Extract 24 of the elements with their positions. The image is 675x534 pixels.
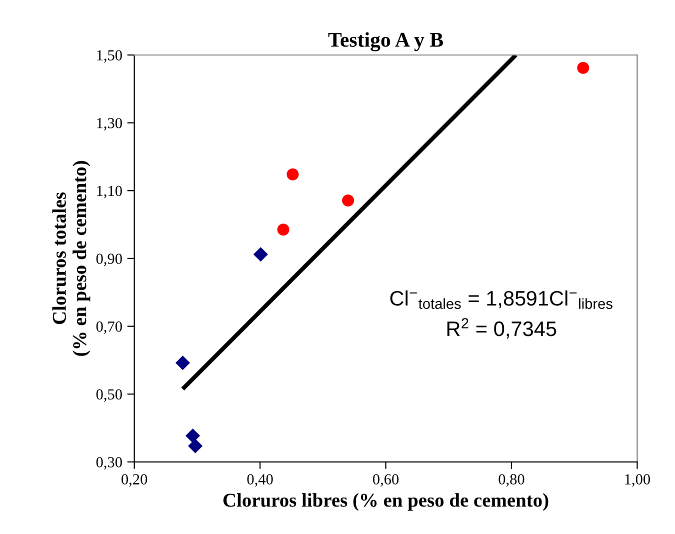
y-tick-label: 1,10 [97, 186, 122, 198]
y-tick-label: 0,70 [96, 321, 122, 334]
y-tick-label: 1,30 [97, 118, 122, 130]
chart-title: Testigo A y B [328, 32, 443, 52]
text: Cl$^{−}$$_{totales}$ = 1,8591Cl$^{−}$$_{libres}$ R$^{2}$ = 0,7345 [390, 290, 612, 339]
x-tick-label: 0,20 [122, 474, 148, 487]
point [577, 62, 590, 74]
point [175, 356, 190, 370]
point [253, 247, 268, 262]
y-tick-label: 0,30 [96, 457, 122, 470]
y-tick-label: 0,90 [96, 254, 122, 266]
point [277, 224, 290, 236]
x-tick-label: 0,40 [247, 474, 273, 487]
x-tick-label: 0,60 [372, 474, 399, 487]
y-tick-label: 0,50 [96, 389, 122, 402]
y-tick-label: 1,50 [97, 50, 122, 63]
point [188, 438, 203, 454]
x-tick-label: 1,00 [625, 474, 650, 487]
point [186, 428, 200, 444]
y-axis-title: Cloruros totales (% en peso de cemento) [52, 161, 90, 356]
x-tick-label: 0,80 [498, 474, 524, 487]
x-axis-title: Cloruros libres (% en peso de cemento) [223, 493, 548, 511]
point [286, 168, 299, 180]
point [342, 194, 354, 206]
